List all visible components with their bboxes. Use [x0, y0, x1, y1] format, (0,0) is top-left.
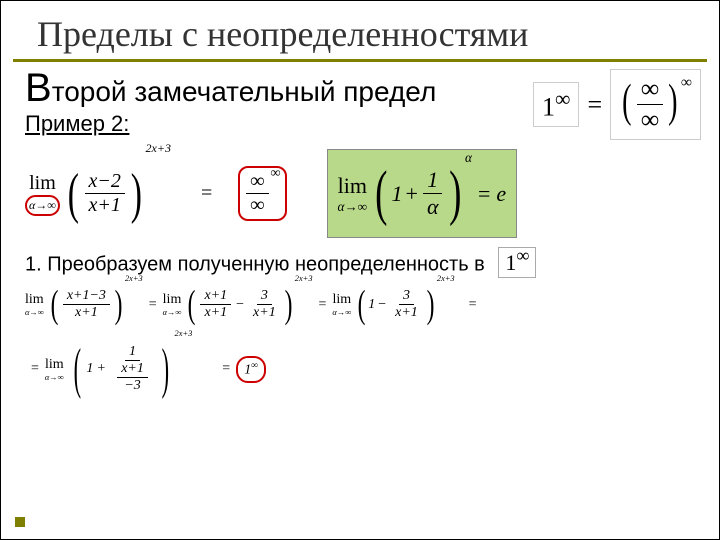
- target-form-box: 1∞: [498, 247, 536, 278]
- limit-symbol: lim α→∞: [25, 172, 60, 216]
- second-remarkable-limit: lim α→∞ ( 1 + 1 α ) α = e: [327, 149, 518, 238]
- subtitle-rest: торой замечательный предел: [52, 76, 437, 107]
- step-1-label: 1. Преобразуем полученную неопределеннос…: [1, 242, 719, 280]
- footer-bullet-icon: [15, 517, 25, 527]
- final-expression-row: = lim α→∞ ( 1 + 1 x+1 −3 ) 2x+3 = 1∞: [1, 335, 719, 403]
- inf-over-inf-box: ( ∞ ∞ ) ∞: [610, 69, 701, 140]
- top-indeterminate-forms: 1∞ = ( ∞ ∞ ) ∞: [533, 69, 701, 140]
- main-expression-row: lim α→∞ ( x−2 x+1 ) 2x+3 = ∞ ∞ ∞ lim α→∞…: [1, 145, 719, 242]
- subtitle-v: В: [25, 66, 52, 110]
- one-to-inf-box: 1∞: [533, 82, 579, 128]
- transformation-chain: lim α→∞ ( x+1−3 x+1 ) 2x+3 = lim α→∞ ( x…: [1, 280, 719, 329]
- page-title: Пределы с неопределенностями: [13, 1, 707, 62]
- indeterminate-highlight: ∞ ∞ ∞: [238, 166, 286, 221]
- alpha-highlight: α→∞: [25, 195, 60, 216]
- final-result-highlight: 1∞: [236, 356, 266, 383]
